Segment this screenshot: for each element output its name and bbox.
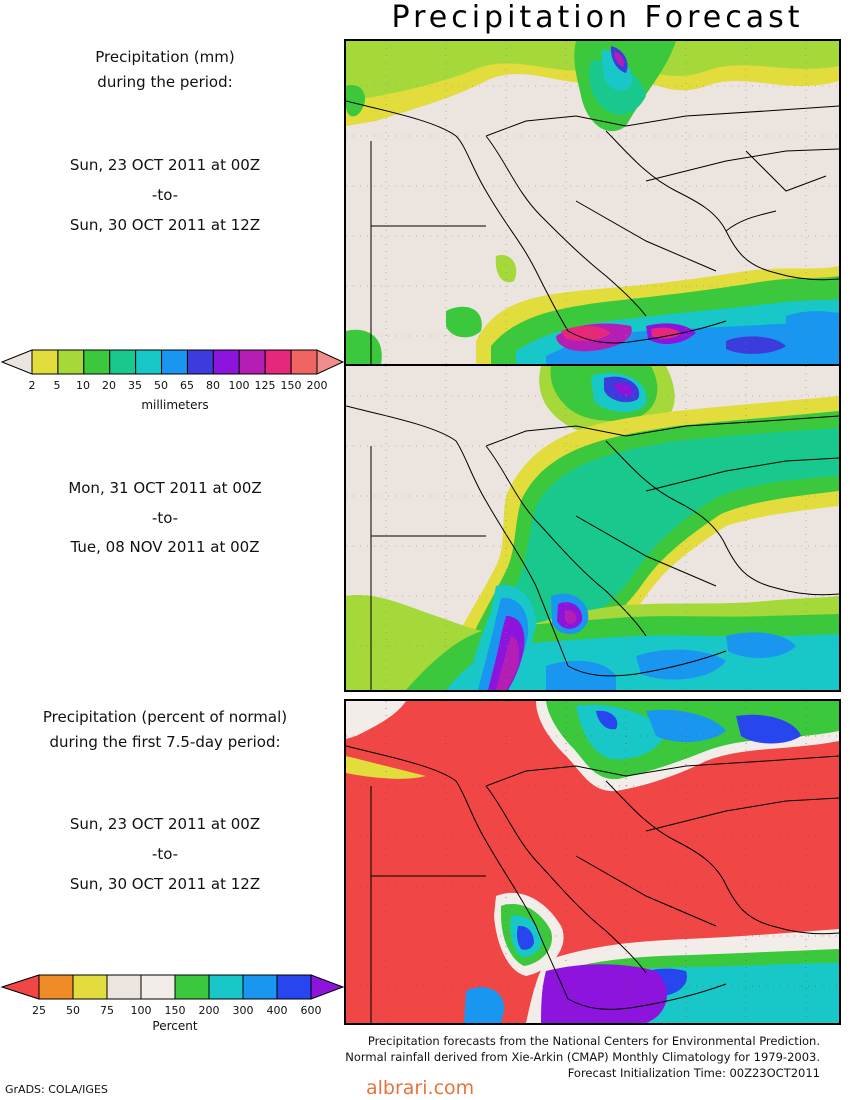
percent-colorbar-swatch	[38, 974, 74, 1000]
percent-label: 600	[300, 1004, 322, 1017]
mm-colorbar-swatch	[83, 349, 111, 375]
percent-label: 100	[130, 1004, 152, 1017]
panel2-to: -to-	[151, 508, 179, 527]
percent-label: 300	[232, 1004, 254, 1017]
mm-colorbar-swatch	[57, 349, 85, 375]
mm-colorbar-labels: 2 5 10 20 35 50 65 80 100 125 150 200	[0, 379, 345, 395]
mm-label: 125	[254, 379, 276, 392]
footer-line3: Forecast Initialization Time: 00Z23OCT20…	[567, 1066, 820, 1080]
mm-label: 10	[76, 379, 90, 392]
percent-label: 400	[266, 1004, 288, 1017]
mm-unit: millimeters	[141, 398, 209, 412]
percent-unit: Percent	[152, 1019, 198, 1033]
panel1-end: Sun, 30 OCT 2011 at 12Z	[69, 216, 261, 234]
panel3-start: Sun, 23 OCT 2011 at 00Z	[69, 815, 261, 833]
mm-colorbar-swatch	[238, 349, 266, 375]
percent-colorbar-swatch	[242, 974, 278, 1000]
panel3-period: Sun, 23 OCT 2011 at 00Z -to- Sun, 30 OCT…	[0, 809, 330, 899]
map-week2-precip	[344, 364, 841, 692]
panel3-end: Sun, 30 OCT 2011 at 12Z	[69, 875, 261, 893]
panel3-to: -to-	[151, 845, 179, 863]
panel3-heading-line2: during the first 7.5-day period:	[49, 733, 281, 751]
percent-label: 50	[66, 1004, 80, 1017]
percent-colorbar-swatch	[140, 974, 176, 1000]
map-week1-precip	[344, 39, 841, 366]
percent-label: 25	[32, 1004, 46, 1017]
panel1-heading-line1: Precipitation (mm)	[95, 48, 235, 66]
panel1-period: Sun, 23 OCT 2011 at 00Z -to- Sun, 30 OCT…	[0, 150, 330, 240]
panel3-heading: Precipitation (percent of normal) during…	[0, 705, 330, 755]
mm-label: 150	[280, 379, 302, 392]
panel3-heading-line1: Precipitation (percent of normal)	[42, 708, 288, 726]
mm-colorbar-end-low	[0, 349, 33, 375]
percent-colorbar-swatch	[276, 974, 312, 1000]
percent-label: 150	[164, 1004, 186, 1017]
map-percent-of-normal	[344, 699, 841, 1025]
mm-label: 80	[206, 379, 220, 392]
mm-colorbar-swatch	[212, 349, 240, 375]
percent-label: 200	[198, 1004, 220, 1017]
footer-line2: Normal rainfall derived from Xie-Arkin (…	[345, 1050, 820, 1064]
panel1-heading-line2: during the period:	[97, 73, 233, 91]
panel1-start: Sun, 23 OCT 2011 at 00Z	[69, 156, 261, 174]
figure-title: Precipitation Forecast	[391, 0, 804, 35]
mm-colorbar	[0, 349, 345, 375]
mm-label: 200	[306, 379, 328, 392]
percent-colorbar-labels: 25 50 75 100 150 200 300 400 600	[0, 1004, 345, 1020]
grads-credit: GrADS: COLA/IGES	[5, 1083, 108, 1096]
panel1-heading: Precipitation (mm) during the period:	[0, 45, 330, 95]
mm-colorbar-end-high	[316, 349, 345, 375]
percent-label: 75	[100, 1004, 114, 1017]
panel1-to: -to-	[151, 186, 179, 204]
mm-label: 5	[53, 379, 61, 392]
mm-label: 20	[102, 379, 116, 392]
panel2-period: Mon, 31 OCT 2011 at 00Z -to- Tue, 08 NOV…	[0, 474, 330, 563]
percent-colorbar-swatch	[72, 974, 108, 1000]
panel2-end: Tue, 08 NOV 2011 at 00Z	[70, 538, 260, 556]
mm-label: 65	[180, 379, 194, 392]
mm-colorbar-swatch	[135, 349, 163, 375]
mm-colorbar-swatch	[186, 349, 214, 375]
percent-colorbar-swatch	[174, 974, 210, 1000]
mm-colorbar-swatch	[290, 349, 318, 375]
footer-line1: Precipitation forecasts from the Nationa…	[367, 1034, 820, 1048]
mm-colorbar-swatch	[31, 349, 59, 375]
mm-label: 100	[228, 379, 250, 392]
panel2-start: Mon, 31 OCT 2011 at 00Z	[68, 479, 262, 497]
mm-colorbar-swatch	[264, 349, 292, 375]
percent-colorbar-swatch	[208, 974, 244, 1000]
percent-colorbar	[0, 974, 345, 1000]
percent-colorbar-end-low	[0, 974, 40, 1000]
mm-colorbar-swatch	[109, 349, 137, 375]
mm-colorbar-swatch	[161, 349, 188, 375]
mm-label: 35	[128, 379, 142, 392]
footer-notes: Precipitation forecasts from the Nationa…	[250, 1033, 820, 1081]
mm-label: 2	[28, 379, 36, 392]
percent-colorbar-swatch	[106, 974, 142, 1000]
mm-label: 50	[154, 379, 168, 392]
watermark: albrari.com	[366, 1077, 475, 1099]
percent-colorbar-end-high	[310, 974, 345, 1000]
